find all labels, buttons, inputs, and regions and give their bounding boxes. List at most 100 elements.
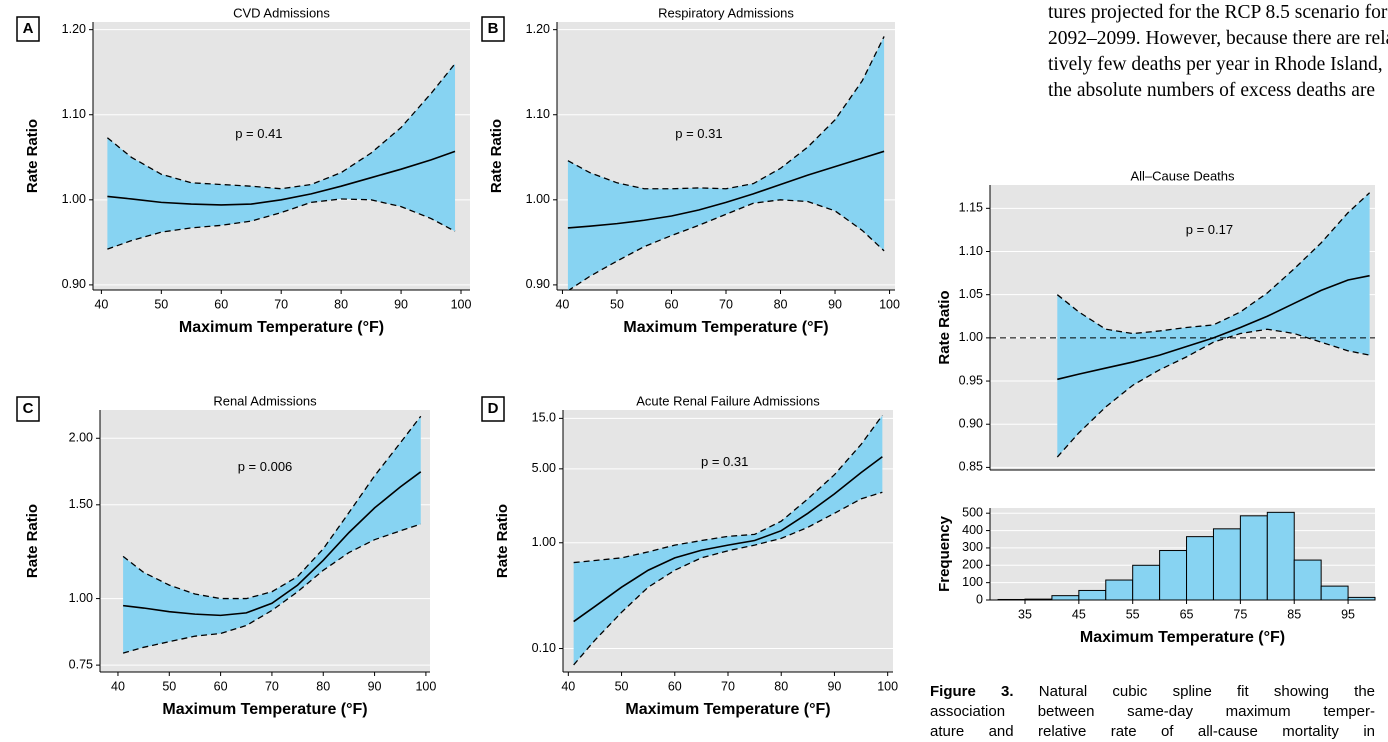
- plot-data: [990, 192, 1375, 458]
- caption-text: Natural cubic spline fit showing the: [1013, 683, 1376, 700]
- y-tick-label: 0.95: [959, 373, 983, 387]
- y-tick-label: 1.10: [959, 244, 983, 258]
- x-axis-label: Maximum Temperature (°F): [625, 701, 830, 718]
- y-tick-label: 2.00: [69, 431, 93, 445]
- panel-box: [16, 396, 40, 422]
- panel-letter: C: [23, 400, 34, 417]
- histogram-bar: [1212, 528, 1241, 601]
- panel-letter: A: [23, 20, 34, 37]
- histogram-bar: [1051, 595, 1080, 601]
- panel-letter: D: [488, 400, 499, 417]
- p-value: p = 0.31: [675, 126, 722, 141]
- x-tick-label: 40: [561, 679, 575, 693]
- y-tick-label: 0: [976, 592, 983, 606]
- y-axis-label: Frequency: [936, 515, 953, 592]
- plot-data: [567, 36, 885, 290]
- ci-line: [1056, 328, 1370, 458]
- x-tick-label: 90: [827, 679, 841, 693]
- y-tick-label: 500: [962, 506, 983, 520]
- x-tick-label: 80: [774, 297, 788, 311]
- x-tick-label: 100: [451, 297, 472, 311]
- histogram-bar: [1266, 511, 1295, 601]
- x-tick-label: 40: [94, 297, 108, 311]
- ci-line: [573, 491, 883, 666]
- histogram-bar: [1078, 589, 1107, 601]
- histogram-bar: [1347, 596, 1376, 601]
- chart-title: Acute Renal Failure Admissions: [636, 393, 820, 408]
- y-tick-label: 15.0: [532, 411, 556, 425]
- x-tick-label: 65: [1180, 607, 1194, 621]
- y-axis-label: Rate Ratio: [936, 290, 953, 364]
- x-axis-label: Maximum Temperature (°F): [623, 319, 828, 336]
- histogram-bar: [1186, 536, 1214, 601]
- y-tick-label: 1.10: [526, 107, 550, 121]
- ci-line: [106, 63, 456, 190]
- x-axis-label: Maximum Temperature (°F): [1080, 629, 1285, 646]
- estimate-line: [123, 471, 422, 617]
- y-tick-label: 200: [962, 558, 983, 572]
- x-tick-label: 90: [368, 679, 382, 693]
- x-tick-label: 50: [610, 297, 624, 311]
- y-tick-label: 1.10: [62, 107, 86, 121]
- estimate-line: [567, 150, 885, 229]
- estimate-line: [573, 456, 883, 623]
- x-tick-label: 45: [1072, 607, 1086, 621]
- histogram-bar: [1293, 559, 1322, 601]
- ci-line: [1056, 192, 1371, 335]
- x-axis-label: Maximum Temperature (°F): [162, 701, 367, 718]
- confidence-band: [567, 36, 885, 290]
- x-tick-label: 70: [719, 297, 733, 311]
- x-tick-label: 40: [111, 679, 125, 693]
- x-tick-label: 80: [774, 679, 788, 693]
- x-tick-label: 40: [555, 297, 569, 311]
- histogram-bar: [1159, 550, 1188, 601]
- caption: association between same-day maximum tem…: [930, 703, 1375, 720]
- histogram-bar: [1105, 579, 1134, 601]
- x-tick-label: 80: [334, 297, 348, 311]
- x-tick-label: 80: [316, 679, 330, 693]
- x-tick-label: 60: [668, 679, 682, 693]
- y-tick-label: 1.15: [959, 201, 983, 215]
- estimate-line: [107, 150, 456, 206]
- x-tick-label: 90: [828, 297, 842, 311]
- body-text: 2092–2099. However, because there are re…: [1048, 28, 1388, 49]
- confidence-band: [573, 415, 883, 665]
- x-tick-label: 70: [274, 297, 288, 311]
- ci-line: [567, 36, 885, 190]
- histogram-bar: [1239, 515, 1268, 601]
- x-tick-label: 50: [162, 679, 176, 693]
- x-tick-label: 70: [721, 679, 735, 693]
- histogram-bar: [1024, 598, 1053, 601]
- y-tick-label: 1.00: [526, 192, 550, 206]
- caption-label: Figure 3.: [930, 683, 1014, 700]
- y-tick-label: 1.20: [526, 22, 550, 36]
- y-tick-label: 1.20: [62, 22, 86, 36]
- body-text: tures projected for the RCP 8.5 scenario…: [1048, 2, 1388, 23]
- y-axis-label: Rate Ratio: [494, 504, 511, 578]
- chart-title: Respiratory Admissions: [658, 5, 794, 20]
- x-tick-label: 70: [265, 679, 279, 693]
- x-tick-label: 90: [394, 297, 408, 311]
- y-tick-label: 0.75: [69, 657, 93, 671]
- x-tick-label: 35: [1018, 607, 1032, 621]
- y-tick-label: 0.90: [62, 277, 86, 291]
- panel-box: [16, 16, 40, 42]
- y-tick-label: 100: [962, 575, 983, 589]
- caption: ature and relative rate of all-cause mor…: [930, 723, 1375, 740]
- panel-box: [481, 16, 505, 42]
- plot-data: [122, 415, 422, 654]
- body-text: the absolute numbers of excess deaths ar…: [1048, 80, 1375, 101]
- x-tick-label: 60: [665, 297, 679, 311]
- histogram-bar: [1320, 585, 1349, 601]
- p-value: p = 0.31: [701, 454, 748, 469]
- y-tick-label: 400: [962, 523, 983, 537]
- x-tick-label: 95: [1341, 607, 1355, 621]
- x-tick-label: 50: [154, 297, 168, 311]
- caption: Figure 3. Natural cubic spline fit showi…: [930, 682, 1375, 702]
- x-tick-label: 60: [214, 297, 228, 311]
- body-text: tively few deaths per year in Rhode Isla…: [1048, 54, 1383, 75]
- y-axis-label: Rate Ratio: [24, 119, 41, 193]
- chart-title: Renal Admissions: [213, 393, 317, 408]
- histogram-bar: [1132, 564, 1161, 601]
